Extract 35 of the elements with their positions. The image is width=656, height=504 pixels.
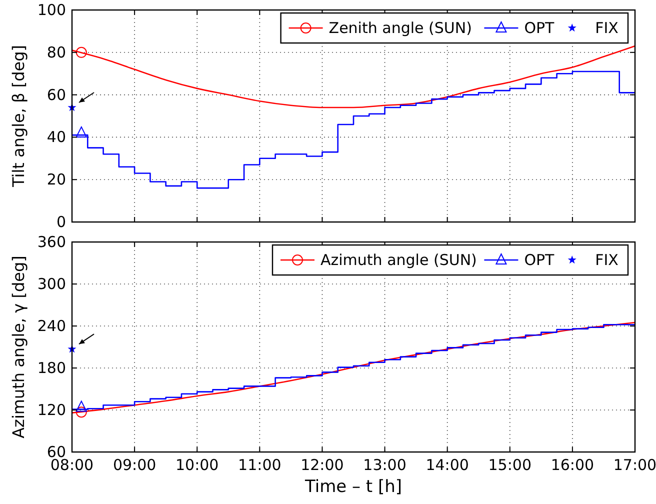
legend-label: FIX [595,251,618,269]
y-tick-label: 100 [37,1,66,19]
x-tick-label: 17:00 [613,456,656,474]
legend-label: Azimuth angle (SUN) [320,251,477,269]
y-tick-label: 240 [37,317,66,335]
x-tick-label: 10:00 [175,456,219,474]
x-tick-label: 12:00 [300,456,344,474]
x-tick-label: 09:00 [112,456,156,474]
x-tick-label: 13:00 [363,456,406,474]
legend-label: FIX [595,19,618,37]
y-tick-label: 180 [37,359,66,377]
x-axis-title: Time – t [h] [304,477,402,497]
y-tick-label: 40 [46,128,66,146]
x-tick-label: 15:00 [488,456,532,474]
point [76,46,87,58]
legend-label: OPT [524,19,556,37]
y-tick-label: 360 [37,233,66,251]
x-tick-label: 11:00 [238,456,282,474]
line-series [71,45,636,108]
point [76,126,87,138]
y-axis-title: Azimuth angle, γ [deg] [9,256,28,438]
point [76,400,87,412]
x-tick-label: 08:00 [50,456,94,474]
x-tick-label: 14:00 [426,456,469,474]
y-tick-label: 0 [56,213,66,231]
x-tick-label: 16:00 [550,456,594,474]
legend-label: OPT [524,251,556,269]
y-tick-label: 60 [46,86,66,104]
y-tick-label: 300 [37,275,66,293]
y-tick-label: 80 [46,43,66,62]
point [76,406,87,418]
y-tick-label: 120 [37,401,66,419]
y-axis-title: Tilt angle, β [deg] [9,44,28,188]
y-tick-label: 20 [46,170,66,189]
legend-label: Zenith angle (SUN) [328,19,472,37]
